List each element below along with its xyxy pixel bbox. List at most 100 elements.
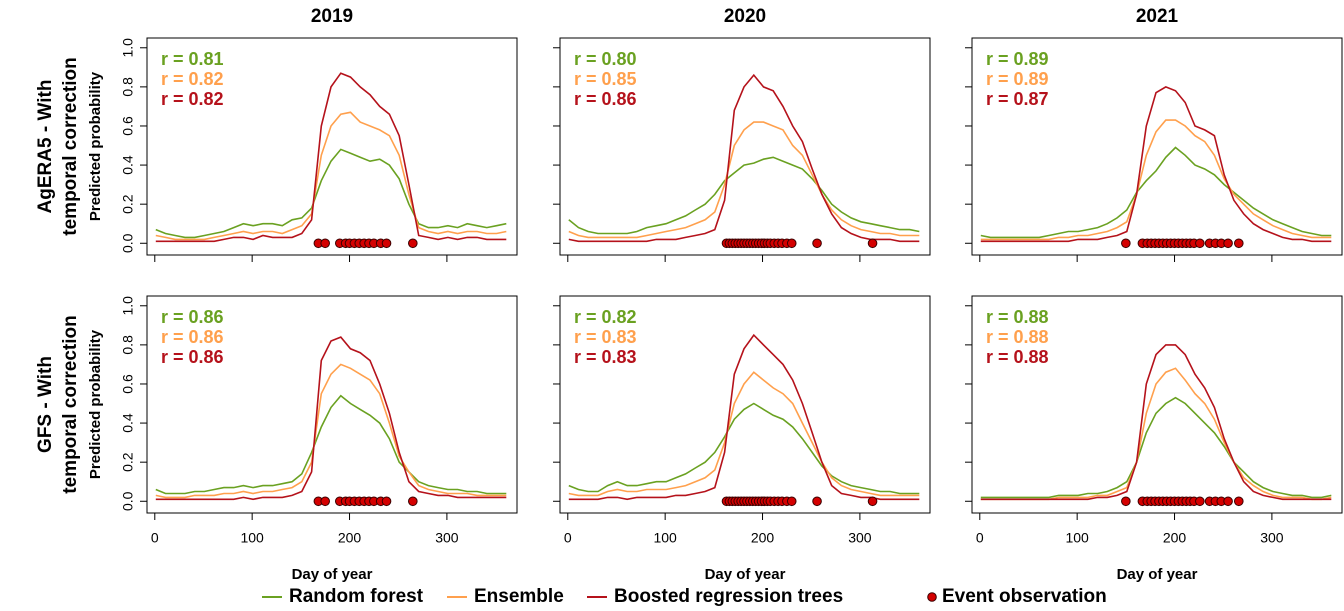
x-tick-label: 200 xyxy=(338,530,362,546)
event-point xyxy=(320,238,330,249)
y-tick-label: 0.0 xyxy=(120,233,136,253)
y-tick-label: 1.0 xyxy=(120,296,136,316)
y-tick-label: 0.8 xyxy=(120,335,136,355)
event-point xyxy=(381,238,392,249)
y-tick-label: 0.6 xyxy=(120,116,136,136)
series-line xyxy=(568,402,920,495)
y-axis-label: Predicted probability xyxy=(87,329,104,479)
x-tick-label: 200 xyxy=(1163,530,1187,546)
r-annotation: r = 0.88 xyxy=(986,307,1049,327)
event-point xyxy=(1121,238,1131,249)
x-tick-label: 200 xyxy=(751,530,775,546)
event-point xyxy=(408,496,418,507)
r-annotation: r = 0.86 xyxy=(161,327,224,347)
series-line xyxy=(980,146,1332,239)
r-annotation: r = 0.82 xyxy=(574,307,637,327)
event-point xyxy=(812,238,822,249)
x-tick-label: 300 xyxy=(848,530,872,546)
r-annotation: r = 0.89 xyxy=(986,69,1049,89)
event-point xyxy=(812,496,822,507)
y-tick-label: 0.6 xyxy=(120,374,136,394)
r-annotation: r = 0.87 xyxy=(986,89,1049,109)
plot-frame xyxy=(559,295,931,514)
row-label: GFS - With xyxy=(35,356,56,453)
event-point xyxy=(1233,238,1244,249)
series-line xyxy=(155,148,507,239)
x-tick-label: 0 xyxy=(976,530,984,546)
legend-label: Ensemble xyxy=(474,586,564,607)
y-tick-label: 0.8 xyxy=(120,77,136,97)
y-axis-label: Predicted probability xyxy=(87,71,104,221)
r-annotation: r = 0.88 xyxy=(986,327,1049,347)
x-tick-label: 100 xyxy=(653,530,677,546)
y-tick-label: 0.2 xyxy=(120,452,136,472)
y-tick-label: 0.4 xyxy=(120,413,136,433)
x-axis-label: Day of year xyxy=(705,566,786,583)
r-annotation: r = 0.85 xyxy=(574,69,637,89)
r-annotation: r = 0.82 xyxy=(161,89,224,109)
event-point xyxy=(1223,496,1233,507)
event-point xyxy=(786,496,797,507)
y-tick-label: 0.0 xyxy=(120,491,136,511)
series-line xyxy=(568,371,920,497)
plot-frame xyxy=(146,37,518,256)
x-tick-label: 300 xyxy=(435,530,459,546)
x-tick-label: 300 xyxy=(1260,530,1284,546)
legend-label: Event observation xyxy=(942,586,1107,607)
series-line xyxy=(568,121,920,239)
event-point xyxy=(786,238,797,249)
event-point xyxy=(1121,496,1131,507)
panel-title: 2021 xyxy=(1136,6,1179,27)
row-label: AgERA5 - With xyxy=(35,80,56,214)
y-tick-label: 0.4 xyxy=(120,155,136,175)
series-line xyxy=(155,394,507,495)
r-annotation: r = 0.89 xyxy=(986,49,1049,69)
series-line xyxy=(568,73,920,243)
event-point xyxy=(1195,496,1205,507)
r-annotation: r = 0.86 xyxy=(161,347,224,367)
x-tick-label: 100 xyxy=(1065,530,1089,546)
event-point xyxy=(1195,238,1205,249)
y-tick-label: 0.2 xyxy=(120,194,136,214)
x-tick-label: 0 xyxy=(564,530,572,546)
r-annotation: r = 0.83 xyxy=(574,327,637,347)
x-tick-label: 0 xyxy=(151,530,159,546)
series-line xyxy=(980,367,1332,501)
legend-label: Boosted regression trees xyxy=(614,586,843,607)
series-line xyxy=(980,396,1332,499)
series-line xyxy=(155,336,507,501)
r-annotation: r = 0.83 xyxy=(574,347,637,367)
r-annotation: r = 0.80 xyxy=(574,49,637,69)
panel-title: 2019 xyxy=(311,6,353,27)
event-point xyxy=(381,496,392,507)
legend-swatch xyxy=(927,592,937,602)
legend-label: Random forest xyxy=(289,586,424,607)
series-line xyxy=(980,86,1332,243)
event-point xyxy=(320,496,330,507)
series-line xyxy=(568,333,920,501)
series-line xyxy=(155,111,507,241)
event-point xyxy=(408,238,418,249)
series-line xyxy=(568,156,920,235)
r-annotation: r = 0.82 xyxy=(161,69,224,89)
y-tick-label: 1.0 xyxy=(120,38,136,58)
row-label: temporal correction xyxy=(60,57,81,235)
plot-frame xyxy=(559,37,931,256)
series-line xyxy=(980,119,1332,241)
plot-frame xyxy=(146,295,518,514)
event-point xyxy=(867,238,878,249)
series-line xyxy=(980,344,1332,501)
plot-frame xyxy=(971,295,1343,514)
event-point xyxy=(1233,496,1244,507)
row-label: temporal correction xyxy=(60,315,81,493)
series-line xyxy=(155,72,507,243)
r-annotation: r = 0.86 xyxy=(161,307,224,327)
series-line xyxy=(155,363,507,499)
x-tick-label: 100 xyxy=(240,530,264,546)
panel-title: 2020 xyxy=(724,6,766,27)
x-axis-label: Day of year xyxy=(292,566,373,583)
r-annotation: r = 0.86 xyxy=(574,89,637,109)
event-point xyxy=(1223,238,1233,249)
r-annotation: r = 0.81 xyxy=(161,49,224,69)
